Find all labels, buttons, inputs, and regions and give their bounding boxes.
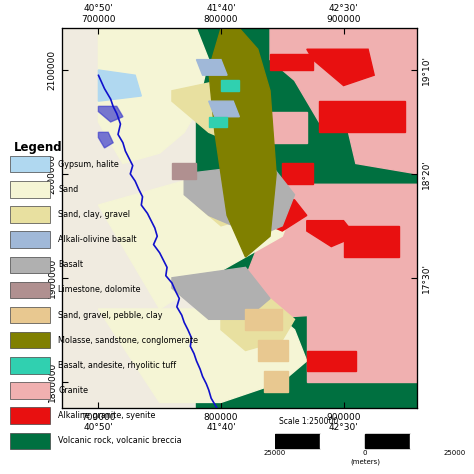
Text: Sand, gravel, pebble, clay: Sand, gravel, pebble, clay — [58, 310, 163, 319]
Polygon shape — [221, 299, 294, 350]
Polygon shape — [264, 371, 288, 392]
Polygon shape — [258, 340, 288, 361]
Polygon shape — [209, 117, 227, 127]
Polygon shape — [246, 111, 307, 143]
Polygon shape — [172, 164, 196, 179]
Polygon shape — [99, 28, 209, 164]
Polygon shape — [196, 28, 417, 408]
Polygon shape — [307, 220, 356, 246]
Polygon shape — [209, 101, 239, 117]
Bar — [10, 383, 50, 399]
Text: Sand: Sand — [58, 185, 78, 194]
Bar — [10, 282, 50, 298]
Polygon shape — [246, 195, 307, 231]
Text: Basalt, andesite, rhyolitic tuff: Basalt, andesite, rhyolitic tuff — [58, 361, 176, 370]
Text: Limestone, dolomite: Limestone, dolomite — [58, 285, 141, 294]
Text: Legend: Legend — [14, 141, 63, 154]
Polygon shape — [99, 299, 307, 402]
Polygon shape — [99, 70, 141, 101]
Polygon shape — [99, 132, 113, 148]
Polygon shape — [344, 226, 399, 257]
Polygon shape — [246, 184, 417, 319]
Text: 0: 0 — [363, 450, 367, 456]
Polygon shape — [365, 434, 410, 448]
Polygon shape — [410, 434, 455, 448]
Bar — [10, 357, 50, 374]
Polygon shape — [344, 111, 417, 174]
Text: 25000: 25000 — [444, 450, 466, 456]
Polygon shape — [320, 434, 365, 448]
Bar — [10, 408, 50, 424]
Polygon shape — [270, 28, 417, 122]
Text: Gypsum, halite: Gypsum, halite — [58, 160, 119, 169]
Polygon shape — [209, 28, 276, 257]
Polygon shape — [270, 55, 313, 70]
Polygon shape — [307, 350, 356, 371]
Text: 25000: 25000 — [264, 450, 286, 456]
Bar — [10, 231, 50, 248]
Bar — [10, 332, 50, 348]
Text: Granite: Granite — [58, 386, 88, 395]
Bar — [10, 181, 50, 198]
Text: Basalt: Basalt — [58, 260, 83, 269]
Text: Scale 1:250000: Scale 1:250000 — [279, 417, 338, 426]
Bar — [10, 307, 50, 323]
Text: Alkali-olivine basalt: Alkali-olivine basalt — [58, 235, 137, 244]
Bar — [10, 256, 50, 273]
Polygon shape — [172, 267, 270, 319]
Bar — [10, 433, 50, 449]
Bar — [10, 156, 50, 173]
Polygon shape — [196, 174, 270, 226]
Polygon shape — [99, 106, 123, 122]
Polygon shape — [319, 101, 405, 132]
Polygon shape — [307, 309, 417, 382]
Polygon shape — [307, 49, 374, 86]
Polygon shape — [196, 60, 227, 75]
Polygon shape — [221, 81, 239, 91]
Polygon shape — [246, 309, 283, 330]
Bar — [10, 206, 50, 223]
Text: Volcanic rock, volcanic breccia: Volcanic rock, volcanic breccia — [58, 436, 182, 445]
Text: Molasse, sandstone, conglomerate: Molasse, sandstone, conglomerate — [58, 336, 198, 345]
Polygon shape — [99, 174, 294, 309]
Polygon shape — [184, 164, 294, 236]
Polygon shape — [275, 434, 320, 448]
Text: Alkaline granite, syenite: Alkaline granite, syenite — [58, 411, 155, 420]
Bar — [275, 434, 455, 448]
Text: Sand, clay, gravel: Sand, clay, gravel — [58, 210, 130, 219]
Polygon shape — [283, 164, 313, 184]
Text: (meters): (meters) — [350, 458, 380, 465]
Polygon shape — [172, 81, 246, 143]
